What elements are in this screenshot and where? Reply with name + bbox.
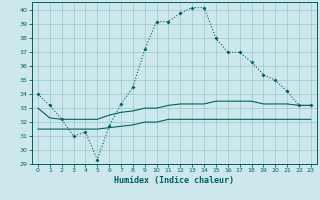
X-axis label: Humidex (Indice chaleur): Humidex (Indice chaleur) [115, 176, 234, 185]
